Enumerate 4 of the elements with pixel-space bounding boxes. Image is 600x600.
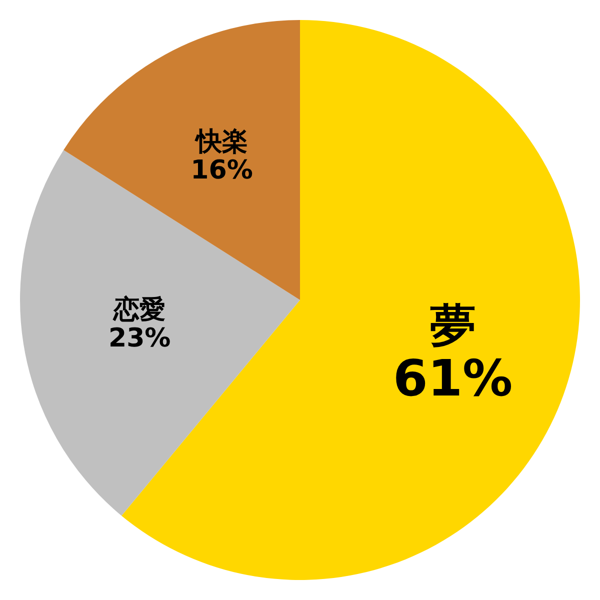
data-label: 23% (108, 323, 171, 354)
data-label: 16% (190, 156, 253, 186)
slice-label: 恋愛 (112, 294, 166, 325)
slice-label: 快楽 (194, 127, 248, 158)
